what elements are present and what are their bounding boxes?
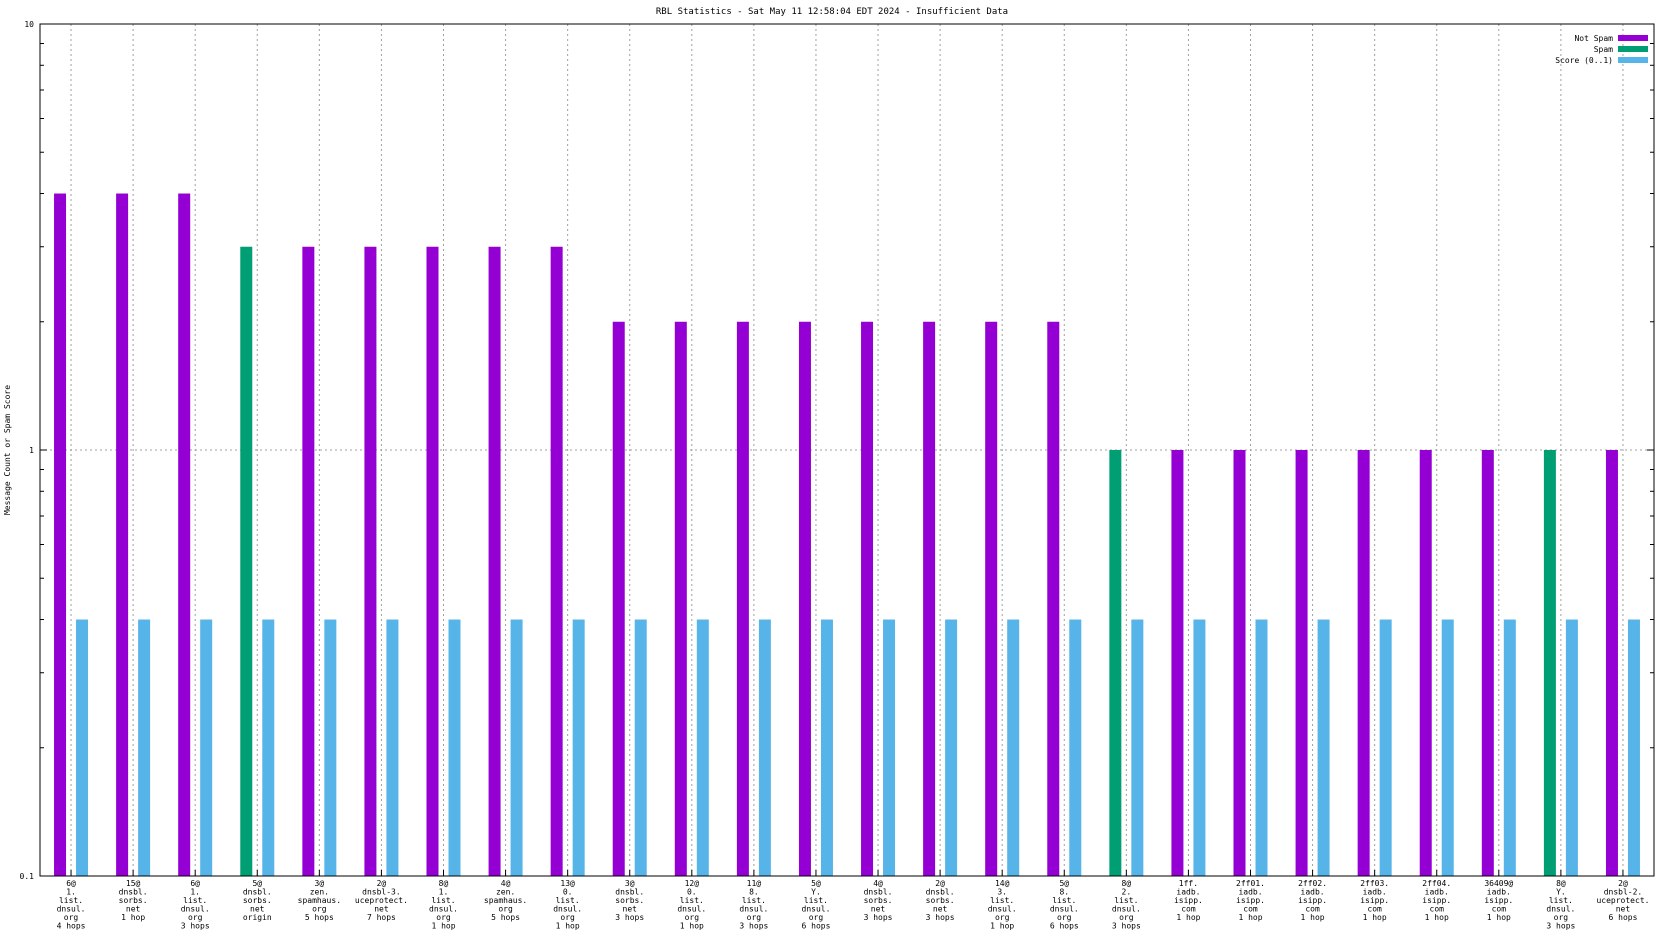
bar-score-0-1	[1007, 620, 1019, 876]
bar-score-0-1	[511, 620, 523, 876]
bar-spam	[1544, 450, 1556, 876]
bar-not-spam	[1047, 322, 1059, 876]
x-tick-label-line: 1 hop	[556, 922, 580, 931]
bar-score-0-1	[883, 620, 895, 876]
bar-not-spam	[675, 322, 687, 876]
bar-score-0-1	[76, 620, 88, 876]
bar-not-spam	[364, 247, 376, 876]
bar-not-spam	[861, 322, 873, 876]
bar-score-0-1	[1628, 620, 1640, 876]
bar-not-spam	[1171, 450, 1183, 876]
bar-score-0-1	[449, 620, 461, 876]
x-tick-label-line: 1 hop	[1301, 913, 1325, 922]
x-tick-label-line: 3 hops	[1546, 922, 1575, 931]
bar-score-0-1	[200, 620, 212, 876]
x-tick-label-line: 1 hop	[121, 913, 145, 922]
legend-swatch	[1618, 46, 1648, 52]
x-tick-label-line: 3 hops	[926, 913, 955, 922]
bar-score-0-1	[1069, 620, 1081, 876]
legend-swatch	[1618, 35, 1648, 41]
x-tick-label-line: 1 hop	[1238, 913, 1262, 922]
x-tick-label-line: 1 hop	[680, 922, 704, 931]
x-tick-label-line: 1 hop	[431, 922, 455, 931]
x-tick-label-line: 5 hops	[491, 913, 520, 922]
bar-score-0-1	[945, 620, 957, 876]
bar-not-spam	[1420, 450, 1432, 876]
legend-label: Score (0..1)	[1555, 56, 1613, 65]
bar-score-0-1	[138, 620, 150, 876]
x-tick-label-line: 5 hops	[305, 913, 334, 922]
x-tick-label-line: 7 hops	[367, 913, 396, 922]
x-tick-label-line: 1 hop	[990, 922, 1014, 931]
x-tick-label-line: 4 hops	[57, 922, 86, 931]
bar-score-0-1	[635, 620, 647, 876]
x-tick-label-line: 6 hops	[802, 922, 831, 931]
x-tick-label-line: 1 hop	[1176, 913, 1200, 922]
bar-not-spam	[737, 322, 749, 876]
bar-not-spam	[178, 194, 190, 876]
y-tick-label: 0.1	[20, 872, 35, 881]
legend-swatch	[1618, 57, 1648, 63]
x-tick-label: 2ff03. iadb. isipp. com 1 hop	[1360, 879, 1389, 922]
x-tick-label-line: 3 hops	[615, 913, 644, 922]
bar-not-spam	[923, 322, 935, 876]
bar-not-spam	[1234, 450, 1246, 876]
bar-score-0-1	[697, 620, 709, 876]
x-tick-label-line: 3 hops	[1112, 922, 1141, 931]
bar-score-0-1	[1566, 620, 1578, 876]
y-tick-label: 10	[24, 20, 34, 29]
bar-not-spam	[116, 194, 128, 876]
bar-spam	[1109, 450, 1121, 876]
bar-score-0-1	[262, 620, 274, 876]
bar-not-spam	[1296, 450, 1308, 876]
x-tick-label: 2ff01. iadb. isipp. com 1 hop	[1236, 879, 1265, 922]
bar-not-spam	[489, 247, 501, 876]
x-tick-label-line: origin	[243, 913, 272, 922]
x-tick-label-line: 3 hops	[181, 922, 210, 931]
x-tick-label: 36409@ iadb. isipp. com 1 hop	[1484, 879, 1513, 922]
y-tick-label: 1	[29, 446, 34, 455]
bar-not-spam	[427, 247, 439, 876]
bar-not-spam	[985, 322, 997, 876]
bar-score-0-1	[1318, 620, 1330, 876]
x-tick-label-line: 6 hops	[1609, 913, 1638, 922]
bar-not-spam	[54, 194, 66, 876]
bar-score-0-1	[1193, 620, 1205, 876]
bar-score-0-1	[1504, 620, 1516, 876]
x-tick-label-line: 6 hops	[1050, 922, 1079, 931]
bar-not-spam	[1606, 450, 1618, 876]
bar-score-0-1	[1380, 620, 1392, 876]
bar-score-0-1	[1442, 620, 1454, 876]
x-tick-label-line: 1 hop	[1425, 913, 1449, 922]
bar-score-0-1	[759, 620, 771, 876]
x-tick-label-line: 3 hops	[864, 913, 893, 922]
bar-score-0-1	[821, 620, 833, 876]
bar-not-spam	[1358, 450, 1370, 876]
chart-title: RBL Statistics - Sat May 11 12:58:04 EDT…	[656, 7, 1008, 17]
x-tick-label-line: 1 hop	[1363, 913, 1387, 922]
bar-not-spam	[1482, 450, 1494, 876]
x-tick-label-line: 1 hop	[1487, 913, 1511, 922]
bar-score-0-1	[1256, 620, 1268, 876]
x-tick-label: 2ff02. iadb. isipp. com 1 hop	[1298, 879, 1327, 922]
bar-not-spam	[302, 247, 314, 876]
bar-not-spam	[799, 322, 811, 876]
bar-score-0-1	[324, 620, 336, 876]
bar-not-spam	[551, 247, 563, 876]
legend-label: Not Spam	[1574, 34, 1613, 43]
x-tick-label: 2ff04. iadb. isipp. com 1 hop	[1422, 879, 1451, 922]
legend-label: Spam	[1594, 45, 1613, 54]
y-axis-label: Message Count or Spam Score	[3, 385, 12, 515]
x-tick-label-line: 3 hops	[739, 922, 768, 931]
bar-score-0-1	[1131, 620, 1143, 876]
bar-not-spam	[613, 322, 625, 876]
bar-spam	[240, 247, 252, 876]
bar-score-0-1	[573, 620, 585, 876]
bar-score-0-1	[386, 620, 398, 876]
